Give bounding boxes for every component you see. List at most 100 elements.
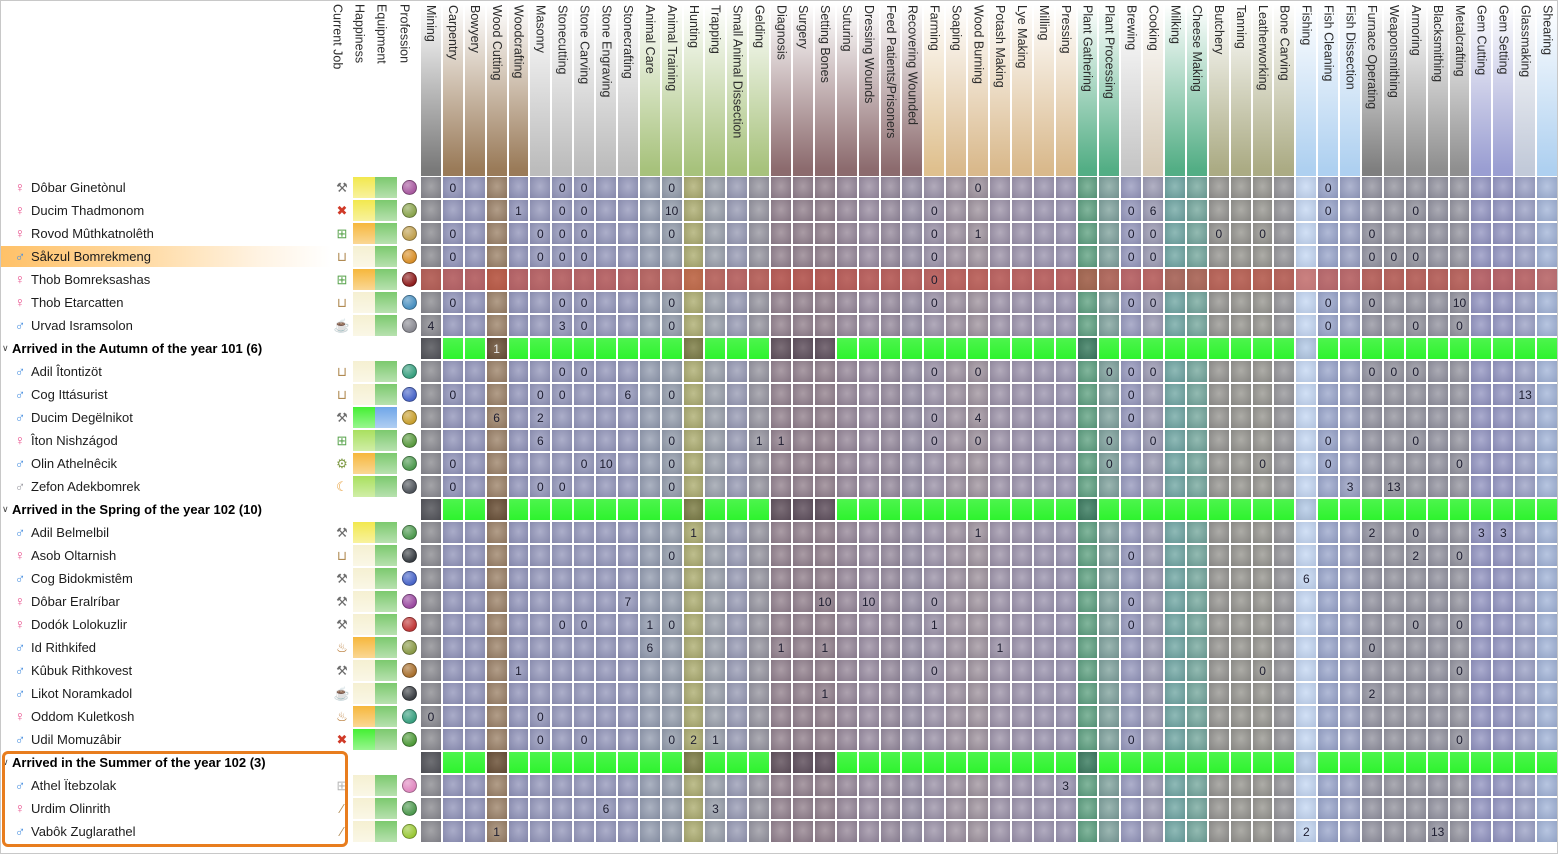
labor-cell-shearing[interactable]	[1537, 430, 1557, 451]
labor-cell-diagnosis[interactable]	[771, 729, 792, 750]
labor-cell-tanning[interactable]	[1230, 683, 1251, 704]
labor-cell-gem-cutting[interactable]	[1471, 476, 1492, 497]
labor-cell-plant-processing[interactable]	[1099, 476, 1120, 497]
labor-cell-mining[interactable]	[421, 775, 441, 796]
labor-cell-feed-patients-prisoners[interactable]	[880, 177, 901, 198]
labor-cell-gem-setting[interactable]	[1493, 660, 1514, 681]
labor-cell-gem-cutting[interactable]	[1471, 430, 1492, 451]
labor-cell-metalcrafting[interactable]: 0	[1449, 729, 1470, 750]
labor-cell-plant-gathering[interactable]	[1077, 798, 1098, 819]
labor-cell-recovering-wounded[interactable]	[902, 453, 923, 474]
aggregate-cell-plant-gathering[interactable]	[1077, 752, 1098, 773]
labor-cell-small-animal-dissection[interactable]	[727, 384, 748, 405]
labor-cell-setting-bones[interactable]	[814, 729, 835, 750]
labor-header-cheese-making[interactable]: Cheese Making	[1186, 1, 1207, 176]
aggregate-cell-feed-patients-prisoners[interactable]	[880, 338, 901, 359]
labor-cell-cooking[interactable]	[1143, 683, 1164, 704]
labor-cell-furnace-operating[interactable]	[1362, 200, 1382, 221]
labor-cell-stone-engraving[interactable]	[596, 177, 616, 198]
labor-cell-small-animal-dissection[interactable]	[727, 407, 748, 428]
labor-cell-butchery[interactable]	[1208, 453, 1229, 474]
labor-cell-pressing[interactable]	[1055, 591, 1076, 612]
labor-cell-milling[interactable]	[1033, 292, 1054, 313]
labor-cell-fish-dissection[interactable]	[1340, 430, 1361, 451]
labor-cell-small-animal-dissection[interactable]	[727, 177, 748, 198]
labor-cell-bowyery[interactable]	[464, 545, 485, 566]
labor-cell-stone-engraving[interactable]: 10	[596, 453, 616, 474]
labor-cell-carpentry[interactable]: 0	[442, 246, 463, 267]
aggregate-cell-glassmaking[interactable]	[1515, 499, 1536, 520]
labor-cell-gem-setting[interactable]	[1493, 292, 1514, 313]
labor-cell-gem-cutting[interactable]: 3	[1471, 522, 1492, 543]
aggregate-cell-shearing[interactable]	[1537, 499, 1557, 520]
labor-cell-pressing[interactable]	[1055, 269, 1076, 290]
labor-cell-recovering-wounded[interactable]	[902, 223, 923, 244]
labor-cell-fish-dissection[interactable]	[1340, 177, 1361, 198]
group-header-cell[interactable]: ∨ Arrived in the Summer of the year 102 (…	[1, 752, 331, 773]
labor-cell-glassmaking[interactable]	[1515, 177, 1536, 198]
labor-cell-gelding[interactable]: 1	[749, 430, 770, 451]
labor-cell-milking[interactable]	[1165, 660, 1185, 681]
labor-cell-fishing[interactable]: 6	[1296, 568, 1317, 589]
labor-cell-furnace-operating[interactable]	[1362, 545, 1382, 566]
labor-cell-metalcrafting[interactable]	[1449, 430, 1470, 451]
labor-cell-dressing-wounds[interactable]	[858, 246, 879, 267]
aggregate-cell-shearing[interactable]	[1537, 338, 1557, 359]
labor-cell-cooking[interactable]	[1143, 568, 1164, 589]
labor-cell-fishing[interactable]	[1296, 476, 1317, 497]
labor-cell-fish-cleaning[interactable]	[1318, 775, 1339, 796]
labor-cell-soaping[interactable]	[946, 476, 967, 497]
aggregate-cell-soaping[interactable]	[946, 338, 967, 359]
labor-cell-metalcrafting[interactable]	[1449, 361, 1470, 382]
labor-cell-plant-gathering[interactable]	[1077, 614, 1098, 635]
labor-cell-bowyery[interactable]	[464, 660, 485, 681]
labor-cell-animal-training[interactable]: 0	[661, 384, 682, 405]
labor-cell-masonry[interactable]: 0	[530, 729, 551, 750]
labor-cell-bowyery[interactable]	[464, 706, 485, 727]
labor-cell-cheese-making[interactable]	[1186, 177, 1207, 198]
labor-cell-surgery[interactable]	[793, 614, 813, 635]
labor-header-suturing[interactable]: Suturing	[836, 1, 857, 176]
labor-cell-blacksmithing[interactable]	[1427, 591, 1448, 612]
labor-cell-farming[interactable]: 0	[924, 269, 945, 290]
labor-cell-wood-burning[interactable]	[968, 775, 988, 796]
labor-cell-wood-burning[interactable]	[968, 706, 988, 727]
labor-cell-tanning[interactable]	[1230, 177, 1251, 198]
dwarf-name-cell[interactable]: ♂ Likot Noramkadol	[1, 683, 331, 704]
labor-cell-stone-carving[interactable]: 0	[574, 246, 595, 267]
labor-cell-diagnosis[interactable]	[771, 614, 792, 635]
labor-cell-gem-cutting[interactable]	[1471, 591, 1492, 612]
labor-cell-wood-burning[interactable]	[968, 614, 988, 635]
aggregate-cell-stonecutting[interactable]	[552, 338, 573, 359]
aggregate-cell-potash-making[interactable]	[989, 338, 1010, 359]
labor-cell-potash-making[interactable]	[989, 591, 1010, 612]
labor-header-milling[interactable]: Milling	[1033, 1, 1054, 176]
labor-cell-stonecrafting[interactable]	[617, 798, 638, 819]
labor-cell-feed-patients-prisoners[interactable]	[880, 522, 901, 543]
aggregate-cell-butchery[interactable]	[1208, 338, 1229, 359]
labor-cell-metalcrafting[interactable]: 0	[1449, 545, 1470, 566]
labor-cell-trapping[interactable]	[705, 292, 726, 313]
labor-cell-metalcrafting[interactable]	[1449, 591, 1470, 612]
dwarf-name-cell[interactable]: ♂ Urvad Isramsolon	[1, 315, 331, 336]
labor-cell-dressing-wounds[interactable]	[858, 177, 879, 198]
labor-cell-blacksmithing[interactable]	[1427, 200, 1448, 221]
aggregate-cell-fishing[interactable]	[1296, 338, 1317, 359]
labor-cell-fish-dissection[interactable]	[1340, 269, 1361, 290]
aggregate-cell-bone-carving[interactable]	[1274, 752, 1295, 773]
aggregate-cell-dressing-wounds[interactable]	[858, 499, 879, 520]
aggregate-cell-dressing-wounds[interactable]	[858, 752, 879, 773]
labor-cell-animal-training[interactable]: 0	[661, 177, 682, 198]
labor-cell-trapping[interactable]	[705, 177, 726, 198]
labor-cell-gelding[interactable]	[749, 614, 770, 635]
labor-cell-pressing[interactable]	[1055, 821, 1076, 842]
labor-cell-milling[interactable]	[1033, 568, 1054, 589]
labor-cell-stone-carving[interactable]	[574, 637, 595, 658]
labor-cell-gelding[interactable]	[749, 706, 770, 727]
labor-cell-potash-making[interactable]	[989, 545, 1010, 566]
labor-cell-leatherworking[interactable]	[1252, 775, 1273, 796]
labor-header-hunting[interactable]: Hunting	[683, 1, 704, 176]
labor-cell-shearing[interactable]	[1537, 315, 1557, 336]
labor-cell-milling[interactable]	[1033, 637, 1054, 658]
labor-cell-carpentry[interactable]	[442, 200, 463, 221]
